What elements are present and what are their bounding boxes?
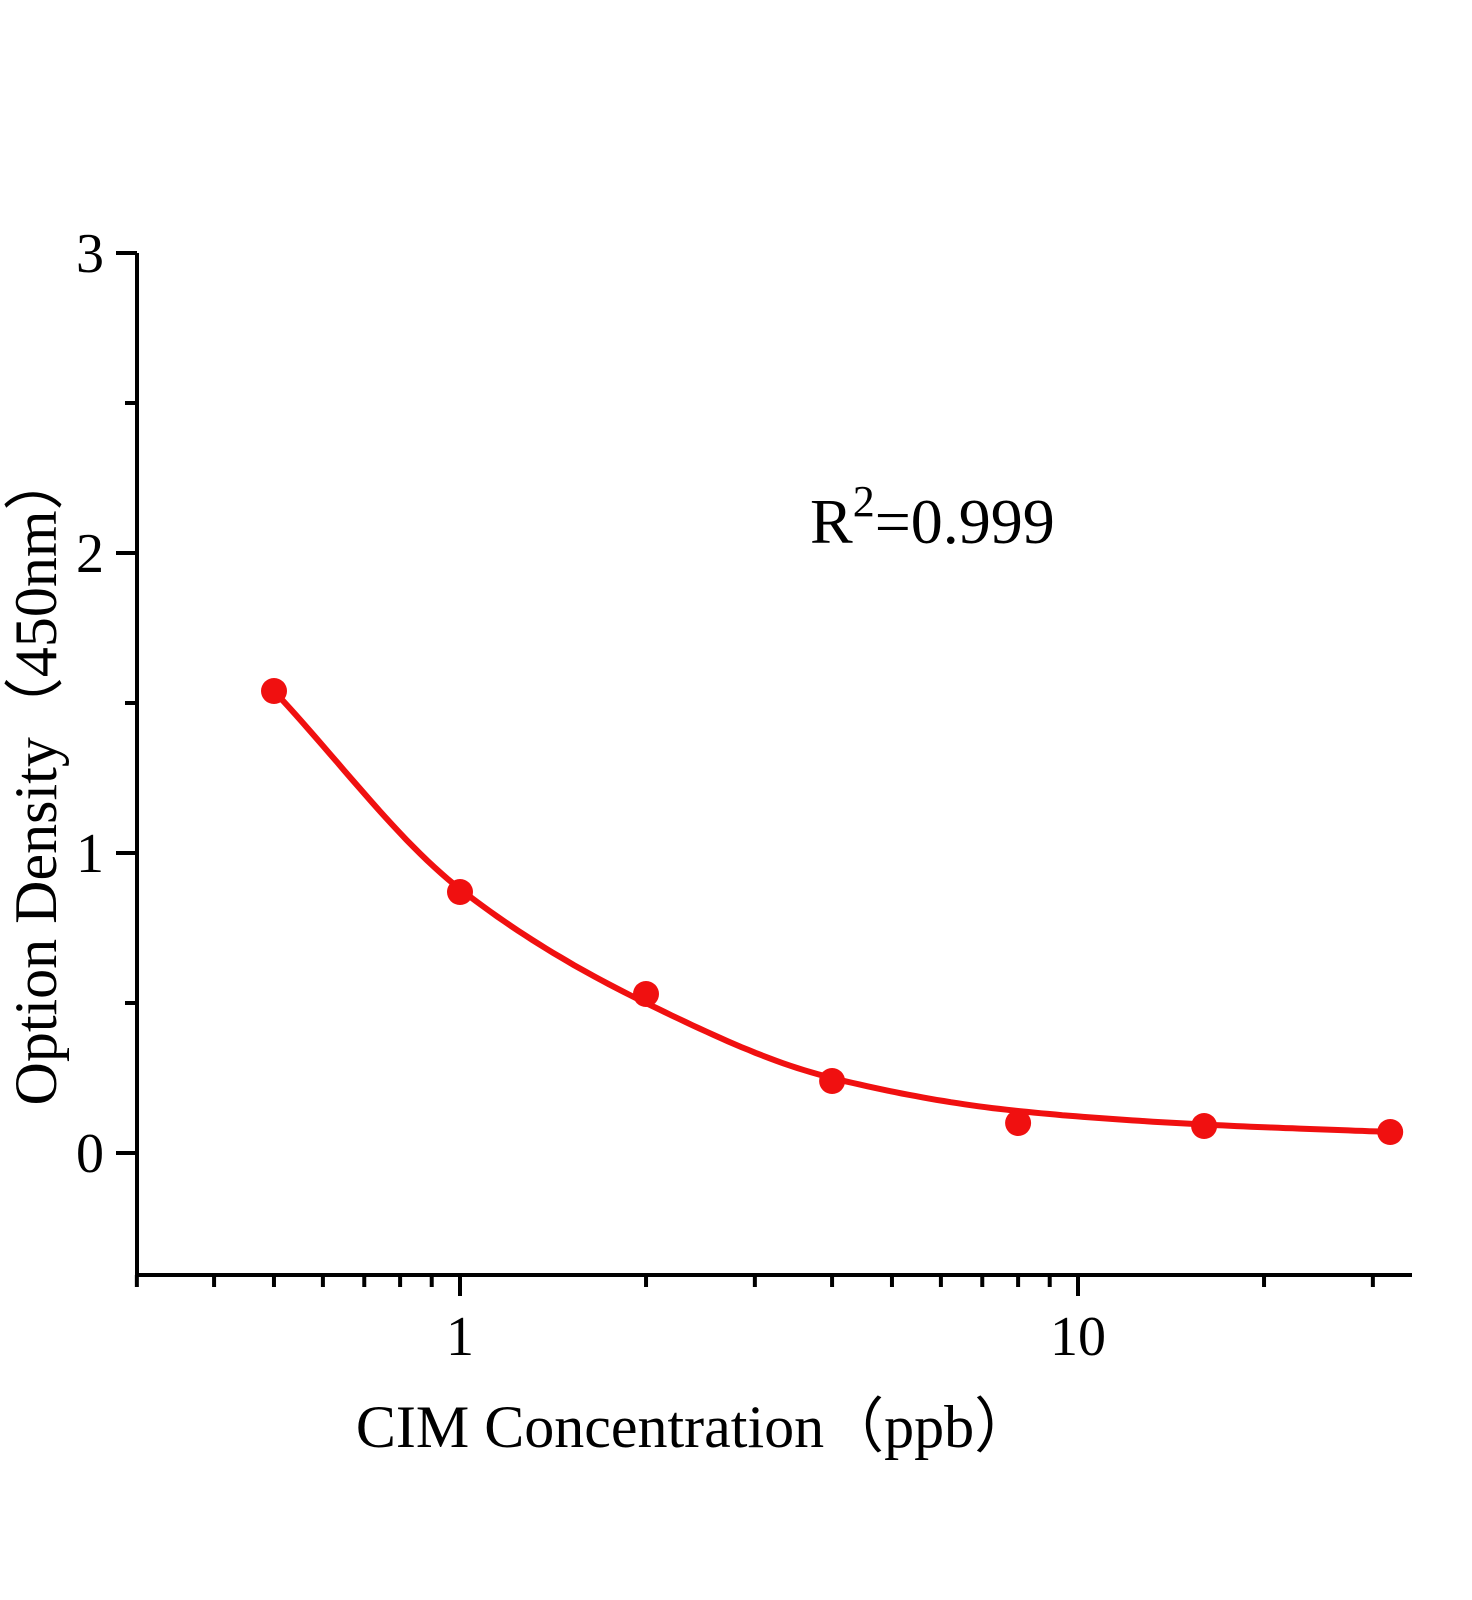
data-point-marker (261, 678, 287, 704)
data-point-marker (633, 981, 659, 1007)
axis-spine (135, 253, 1412, 1277)
data-points (261, 678, 1404, 1145)
data-point-marker (1005, 1110, 1032, 1136)
annotation-base: R (810, 486, 853, 557)
y-tick-label: 2 (76, 523, 104, 585)
r-squared-annotation: R2=0.999 (810, 477, 1055, 557)
y-tick-label: 3 (76, 223, 104, 285)
x-axis-ticks (134, 1275, 1375, 1296)
x-tick-label: 10 (1050, 1306, 1106, 1368)
data-point-marker (1377, 1119, 1404, 1145)
y-tick-label: 1 (76, 823, 104, 885)
y-axis-ticks (116, 251, 137, 1155)
x-axis-title: CIM Concentration（ppb） (356, 1394, 1034, 1460)
x-tick-labels: 1 10 (446, 1306, 1106, 1368)
annotation-value: =0.999 (875, 486, 1055, 557)
y-axis-title: Option Density（450nm） (3, 451, 69, 1106)
annotation-superscript: 2 (853, 477, 875, 526)
data-point-marker (447, 879, 473, 905)
y-tick-labels: 0 1 2 3 (76, 223, 104, 1185)
data-point-marker (1191, 1113, 1218, 1139)
y-tick-label: 0 (76, 1123, 104, 1185)
x-tick-label: 1 (446, 1306, 474, 1368)
data-point-marker (819, 1068, 846, 1094)
axes (135, 253, 1412, 1277)
fit-curve-line (271, 688, 1394, 1135)
